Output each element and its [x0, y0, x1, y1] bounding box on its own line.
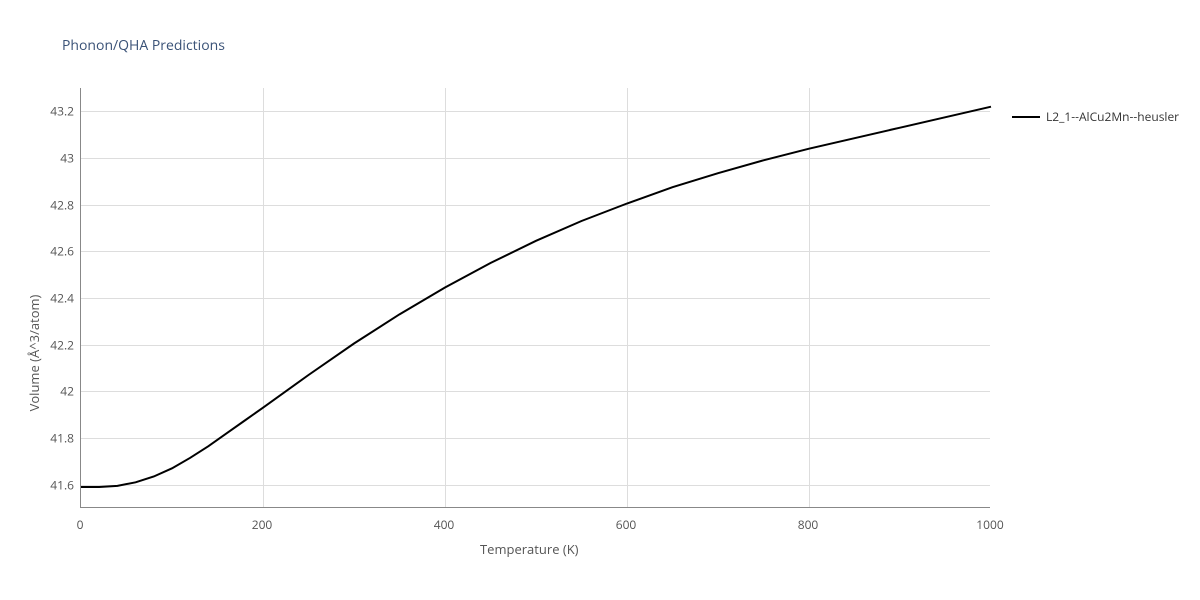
y-tick-label: 42.2 [42, 336, 74, 353]
y-tick-label: 42.8 [42, 196, 74, 213]
y-axis-label: Volume (Å^3/atom) [25, 295, 43, 412]
x-tick-label: 600 [616, 516, 637, 533]
y-tick-label: 43.2 [42, 103, 74, 120]
y-tick-label: 42 [42, 383, 74, 400]
legend-label: L2_1--AlCu2Mn--heusler [1046, 108, 1179, 125]
x-tick-label: 200 [252, 516, 273, 533]
y-tick-label: 42.6 [42, 243, 74, 260]
y-tick-label: 41.8 [42, 430, 74, 447]
series-line [81, 88, 991, 508]
y-tick-label: 43 [42, 150, 74, 167]
x-tick-label: 400 [434, 516, 455, 533]
y-tick-label: 41.6 [42, 476, 74, 493]
plot-area [80, 88, 990, 508]
legend: L2_1--AlCu2Mn--heusler [1012, 108, 1179, 125]
x-axis-label: Temperature (K) [480, 540, 579, 558]
x-tick-label: 0 [77, 516, 84, 533]
legend-item[interactable]: L2_1--AlCu2Mn--heusler [1012, 108, 1179, 125]
chart-container: { "chart": { "type": "line", "title": "P… [0, 0, 1200, 600]
legend-swatch [1012, 116, 1040, 118]
x-tick-label: 800 [798, 516, 819, 533]
chart-title: Phonon/QHA Predictions [62, 36, 225, 55]
x-tick-label: 1000 [976, 516, 1003, 533]
y-tick-label: 42.4 [42, 290, 74, 307]
